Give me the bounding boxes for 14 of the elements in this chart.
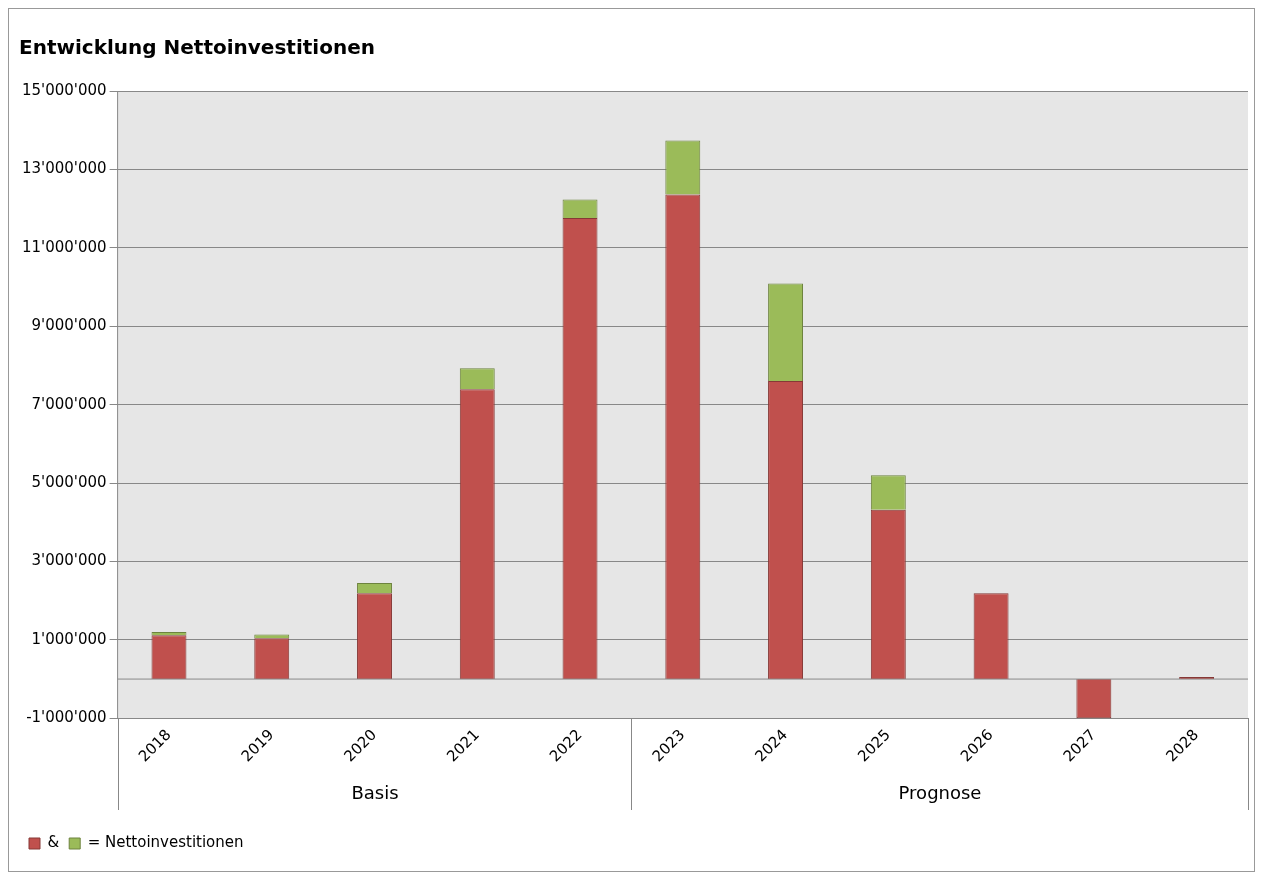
- y-tick-label: 9'000'000: [31, 316, 107, 335]
- chart-title: Entwicklung Nettoinvestitionen: [19, 35, 375, 60]
- y-tick-label: 7'000'000: [31, 394, 107, 413]
- legend-label: = Nettoinvestitionen: [87, 833, 244, 852]
- y-tick-label: 15'000'000: [21, 80, 107, 99]
- y-tick-label: -1'000'000: [26, 708, 107, 727]
- y-tick-label: 13'000'000: [21, 159, 107, 178]
- y-tick-label: 5'000'000: [31, 472, 107, 491]
- y-tick-label: 3'000'000: [31, 551, 107, 570]
- text: Basis: [351, 782, 399, 803]
- legend-label: &: [47, 833, 60, 852]
- y-tick-label: 1'000'000: [31, 629, 107, 648]
- text: Prognose: [898, 782, 982, 803]
- y-tick-label: 11'000'000: [21, 237, 107, 256]
